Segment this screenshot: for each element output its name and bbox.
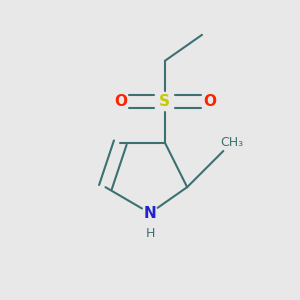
Text: S: S	[159, 94, 170, 109]
Text: N: N	[144, 206, 156, 221]
Text: O: O	[203, 94, 216, 109]
Text: H: H	[145, 227, 155, 240]
Text: CH₃: CH₃	[220, 136, 243, 149]
Text: O: O	[114, 94, 127, 109]
